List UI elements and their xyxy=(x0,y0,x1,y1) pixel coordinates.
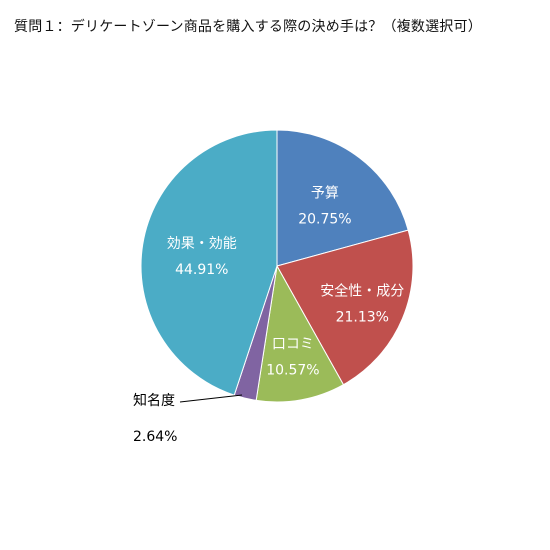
slice-name-label-3: 口コミ xyxy=(272,336,314,352)
slice-value-label-2: 21.13% xyxy=(336,310,389,326)
slice-name-label-2: 安全性・成分 xyxy=(320,283,404,300)
pie-slice-1 xyxy=(276,129,409,267)
slice-value-label-5: 44.91% xyxy=(175,262,228,278)
slice-value-label-4: 2.64% xyxy=(133,429,177,445)
pie-slice-3 xyxy=(255,264,345,403)
chart-title: 質問１：デリケートゾーン商品を購入する際の決め手は？（複数選択可） xyxy=(14,19,482,35)
slice-name-label-5: 効果・効能 xyxy=(167,236,237,252)
slice-name-label-4: 知名度 xyxy=(133,392,175,409)
slice-value-label-1: 20.75% xyxy=(298,211,351,227)
slice-name-label-1: 予算 xyxy=(311,185,339,201)
leader-line-4 xyxy=(179,394,243,403)
slice-value-label-3: 10.57% xyxy=(266,362,319,378)
pie-slice-2 xyxy=(276,229,414,386)
pie-slice-5 xyxy=(140,129,278,396)
